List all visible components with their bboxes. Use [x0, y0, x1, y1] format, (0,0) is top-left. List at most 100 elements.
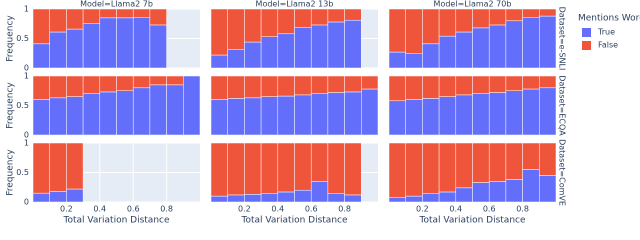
column-title: Model=Llama2 70b — [434, 0, 512, 9]
x-axis-title: Total Variation Distance — [418, 216, 525, 226]
bar — [166, 75, 184, 86]
y-tick-label: 0.5 — [16, 168, 29, 177]
bar — [149, 84, 167, 136]
bar — [472, 8, 490, 29]
bar — [344, 8, 362, 21]
bar — [66, 96, 84, 136]
column-title: Model=Llama2 7b — [80, 0, 153, 9]
y-tick-label: 0.5 — [16, 34, 29, 43]
bar — [405, 75, 423, 100]
bar — [294, 94, 312, 136]
bar — [294, 8, 312, 28]
x-tick-label: 0.6 — [483, 205, 496, 214]
bar — [344, 91, 362, 136]
bar — [327, 193, 345, 203]
bar — [405, 195, 423, 203]
bar — [277, 95, 295, 136]
bar — [522, 17, 540, 69]
bar — [438, 191, 457, 203]
bar — [361, 88, 379, 136]
bar — [210, 75, 228, 100]
bar — [227, 49, 245, 69]
bar — [116, 17, 134, 69]
bar — [539, 8, 557, 17]
bar — [488, 142, 507, 182]
bar — [539, 87, 557, 136]
bar — [132, 87, 151, 136]
bar — [472, 93, 490, 136]
bar — [244, 97, 262, 136]
bar — [422, 193, 440, 203]
y-tick-label: 0 — [24, 64, 29, 73]
bar — [132, 17, 151, 69]
bar — [32, 99, 50, 136]
bar — [210, 8, 228, 56]
bar — [455, 75, 473, 96]
bar — [310, 8, 329, 26]
bar — [99, 17, 117, 69]
bar — [522, 169, 540, 203]
bar — [361, 75, 379, 90]
y-axis-title: Frequency — [6, 149, 16, 196]
bar — [49, 31, 67, 69]
bar — [49, 75, 67, 99]
row-title: Dataset=e-SNLI — [558, 7, 567, 71]
bar — [116, 90, 134, 136]
bar — [522, 8, 540, 18]
bar — [116, 8, 134, 19]
bar — [210, 142, 228, 197]
row-title: Dataset=ComVE — [558, 139, 567, 206]
x-tick-label: 0.8 — [338, 205, 351, 214]
bar — [327, 75, 345, 93]
bar — [149, 8, 167, 26]
legend-label[interactable]: False — [598, 41, 618, 50]
bar — [294, 142, 312, 191]
column-title: Model=Llama2 13b — [256, 0, 334, 9]
bar — [472, 27, 490, 69]
bar — [388, 142, 406, 198]
bar — [522, 88, 540, 136]
bar — [310, 24, 329, 69]
bar — [455, 94, 473, 136]
bar — [49, 8, 67, 33]
bar — [32, 142, 50, 194]
bar — [82, 8, 101, 24]
bar — [32, 43, 50, 69]
bar — [66, 28, 84, 69]
y-tick-label: 0.5 — [16, 101, 29, 110]
bar — [66, 142, 84, 190]
x-tick-label: 0.8 — [160, 205, 173, 214]
row-title: Dataset=ECQA — [558, 75, 567, 136]
legend-title: Mentions Word — [578, 14, 640, 24]
legend-label[interactable]: True — [597, 28, 615, 37]
bar — [327, 92, 345, 136]
bar — [277, 191, 295, 203]
bar — [438, 96, 457, 136]
bar — [227, 8, 245, 50]
bar — [344, 19, 362, 69]
bar — [294, 189, 312, 203]
bar — [344, 194, 362, 203]
bar — [422, 43, 440, 69]
bar — [422, 142, 440, 194]
bar — [539, 142, 557, 176]
x-tick-label: 0.4 — [93, 205, 106, 214]
bar — [244, 41, 262, 69]
x-axis-title: Total Variation Distance — [240, 216, 347, 226]
bar — [388, 8, 406, 53]
y-axis-title: Frequency — [6, 15, 16, 62]
bar — [132, 75, 151, 89]
bar — [244, 194, 262, 203]
bar — [66, 188, 84, 203]
bar — [405, 99, 423, 136]
bar — [66, 8, 84, 30]
bar — [344, 142, 362, 196]
x-axis-title: Total Variation Distance — [62, 216, 169, 226]
bar — [244, 8, 262, 43]
y-tick-label: 0 — [24, 198, 29, 207]
bar — [49, 142, 67, 192]
bar — [422, 98, 440, 136]
bar — [327, 21, 345, 69]
x-tick-label: 0.2 — [416, 205, 429, 214]
bar — [277, 33, 295, 69]
